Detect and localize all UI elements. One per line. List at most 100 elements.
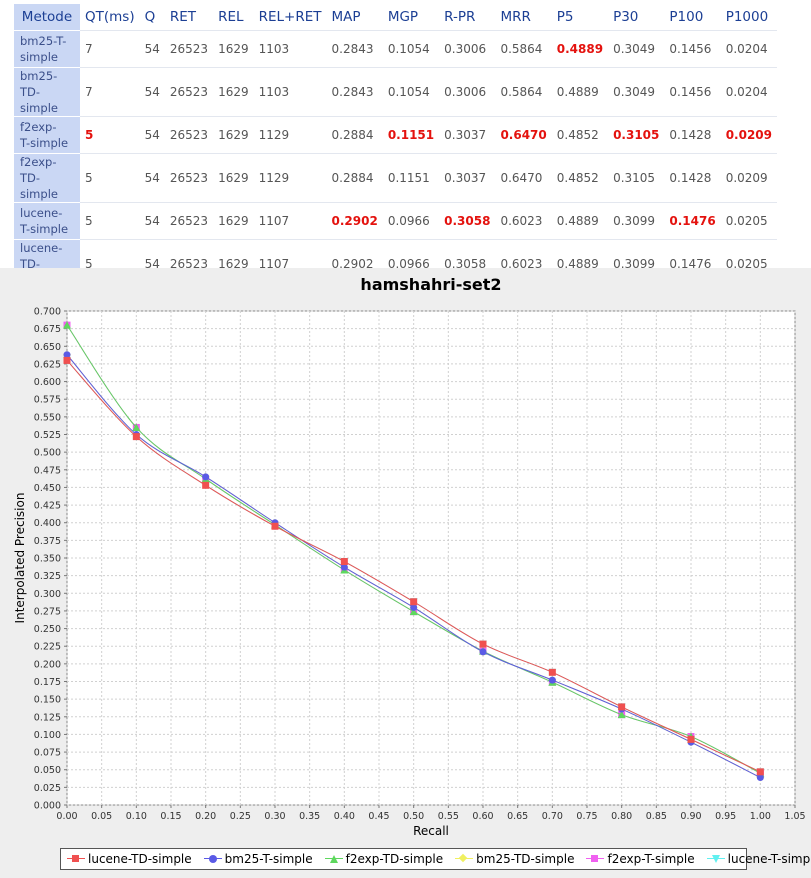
- x-tick-label: 0.35: [299, 811, 320, 822]
- value-cell: 0.1476: [664, 202, 721, 239]
- y-tick-label: 0.425: [34, 501, 61, 512]
- legend-marker: [329, 855, 338, 863]
- value-cell: 5: [80, 202, 140, 239]
- x-tick-label: 0.25: [230, 811, 251, 822]
- data-point: [63, 351, 71, 359]
- y-tick-label: 0.500: [34, 448, 61, 459]
- value-cell: 0.2843: [326, 67, 383, 116]
- y-tick-label: 0.450: [34, 483, 61, 494]
- data-point: [202, 481, 210, 489]
- x-axis-label: Recall: [413, 824, 449, 838]
- value-cell: 5: [80, 116, 140, 153]
- x-tick-label: 0.10: [126, 811, 147, 822]
- legend-item: lucene-T-simple: [706, 852, 811, 866]
- value-cell: 0.1456: [664, 67, 721, 116]
- value-cell: 0.0205: [720, 202, 778, 239]
- data-point: [617, 710, 626, 719]
- x-tick-label: 0.80: [611, 811, 632, 822]
- value-cell: 1629: [213, 153, 254, 202]
- x-tick-label: 0.50: [403, 811, 424, 822]
- data-point: [548, 676, 556, 684]
- table-body: bm25-T-simple 7 54 26523 1629 1103 0.2843 0.105…: [14, 30, 778, 288]
- value-cell: 0.0966: [382, 202, 440, 239]
- column-header-rel: REL: [218, 9, 244, 25]
- value-cell: 0.3049: [608, 30, 665, 67]
- value-cell: 0.6470: [495, 153, 552, 202]
- legend-marker: [458, 853, 468, 863]
- y-tick-label: 0.575: [34, 395, 61, 406]
- value-cell: 1129: [253, 116, 327, 153]
- value-cell: 1629: [213, 202, 254, 239]
- value-cell: 0.2902: [326, 239, 383, 288]
- data-point: [63, 356, 71, 364]
- legend-swatch: [455, 853, 474, 864]
- value-cell: 5: [80, 153, 140, 202]
- x-tick-label: 0.85: [646, 811, 667, 822]
- value-cell: 0.4852: [551, 153, 609, 202]
- value-cell: 0.0205: [720, 239, 778, 288]
- column-header-metode: Metode: [14, 4, 80, 30]
- y-tick-label: 0.300: [34, 589, 61, 600]
- value-cell: 54: [139, 202, 165, 239]
- y-tick-label: 0.000: [34, 801, 61, 812]
- data-point: [756, 768, 764, 776]
- method-name-part: f2exp-: [20, 155, 57, 169]
- x-tick-label: 0.90: [680, 811, 701, 822]
- value-cell: 0.5864: [495, 67, 552, 116]
- method-name-part: TD-simple: [20, 171, 58, 201]
- value-cell: 1629: [213, 116, 254, 153]
- value-cell: 7: [80, 30, 140, 67]
- column-header-mgp: MGP: [387, 9, 419, 25]
- chart-panel: hamshahri-set2 0.00 0.05 0.10 0.15 0.20 0.25 0.…: [0, 268, 811, 878]
- value-cell: 0.3105: [608, 153, 665, 202]
- x-tick-label: 0.65: [507, 811, 528, 822]
- legend-swatch: [203, 854, 222, 864]
- data-point: [63, 321, 71, 329]
- method-cell: bm25-TD-simple: [14, 67, 80, 116]
- y-tick-label: 0.175: [34, 677, 61, 688]
- value-cell: 26523: [164, 67, 214, 116]
- value-cell: 0.4889: [551, 239, 609, 288]
- table-row: f2exp- TD-simple 5 54 26523 1629 1129 0.2884 0.1…: [14, 153, 778, 202]
- legend-item: bm25-TD-simple: [455, 852, 574, 866]
- method-cell: f2exp- TD-simple: [14, 153, 80, 202]
- method-name-part: f2exp-: [20, 120, 57, 134]
- x-tick-label: 0.60: [472, 811, 493, 822]
- series-line: [66, 324, 761, 774]
- data-point: [756, 773, 764, 781]
- legend-label: bm25-TD-simple: [476, 852, 575, 866]
- series-line: [66, 354, 761, 778]
- column-header-r-pr: R-PR: [444, 9, 476, 25]
- legend-label: lucene-T-simple: [727, 852, 811, 866]
- x-tick-label: 1.05: [784, 811, 805, 822]
- x-tick-label: 0.20: [195, 811, 216, 822]
- value-cell: 0.3058: [439, 202, 496, 239]
- legend-item: bm25-T-simple: [203, 852, 313, 866]
- data-point: [548, 668, 556, 676]
- value-cell: 0.0209: [720, 153, 778, 202]
- y-tick-label: 0.050: [34, 765, 61, 776]
- value-cell: 26523: [164, 239, 214, 288]
- data-point: [479, 640, 487, 648]
- value-cell: 0.2902: [326, 202, 383, 239]
- y-tick-label: 0.475: [34, 465, 61, 476]
- value-cell: 0.6023: [495, 239, 552, 288]
- legend-marker: [711, 855, 720, 863]
- chart-svg: hamshahri-set2 0.00 0.05 0.10 0.15 0.20 0.25 0.…: [13, 275, 806, 838]
- legend-label: f2exp-TD-simple: [345, 852, 444, 866]
- value-cell: 0.4889: [551, 202, 609, 239]
- value-cell: 0.4889: [551, 67, 609, 116]
- value-cell: 0.0966: [382, 239, 440, 288]
- x-tick-label: 0.40: [334, 811, 355, 822]
- method-name-part: lucene-: [20, 241, 63, 255]
- y-tick-label: 0.400: [34, 518, 61, 529]
- y-tick-label: 0.075: [34, 748, 61, 759]
- data-point: [409, 607, 418, 616]
- value-cell: 0.3037: [439, 116, 496, 153]
- x-tick-label: 0.00: [56, 811, 77, 822]
- method-name-part: simple: [20, 50, 58, 64]
- x-tick-label: 0.15: [160, 811, 181, 822]
- value-cell: 54: [139, 153, 165, 202]
- y-tick-label: 0.100: [34, 730, 61, 741]
- x-tick-label: 0.75: [576, 811, 597, 822]
